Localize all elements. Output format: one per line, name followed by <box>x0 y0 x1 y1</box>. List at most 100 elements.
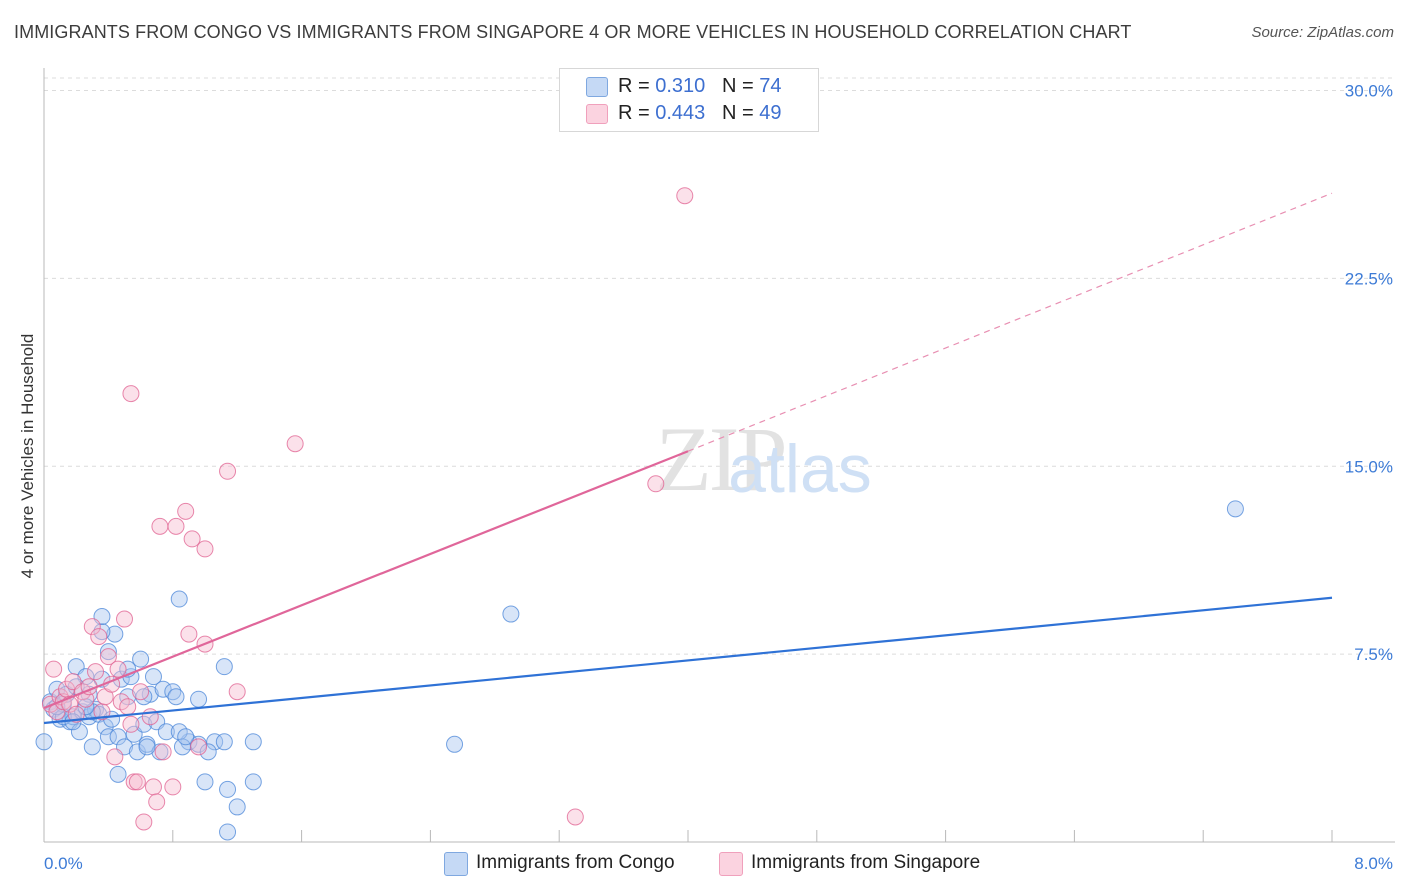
legend-label: Immigrants from Congo <box>476 852 675 873</box>
x-tick-label: 8.0% <box>1354 854 1393 873</box>
singapore-point <box>135 813 153 831</box>
congo-point <box>99 643 117 661</box>
singapore-point <box>128 773 146 791</box>
congo-point <box>157 723 175 741</box>
congo-point <box>144 668 162 686</box>
congo-point <box>132 650 150 668</box>
singapore-point <box>122 715 140 733</box>
singapore-point <box>45 660 63 678</box>
n-label: N = <box>721 75 754 97</box>
n-value: 49 <box>759 102 782 124</box>
trendlines <box>43 192 1333 725</box>
n-label: N = <box>721 102 754 124</box>
singapore-point <box>647 475 665 493</box>
congo-point <box>244 773 262 791</box>
singapore-point <box>83 618 101 636</box>
singapore-swatch <box>719 852 743 876</box>
congo-point <box>170 590 188 608</box>
singapore-point <box>676 187 694 205</box>
congo-point <box>215 658 233 676</box>
r-value: 0.443 <box>655 102 706 124</box>
congo-point <box>228 798 246 816</box>
singapore-point <box>67 705 85 723</box>
singapore-point <box>164 778 182 796</box>
congo-trendline <box>43 596 1333 725</box>
congo-point <box>167 688 185 706</box>
singapore-trendline <box>43 450 689 710</box>
congo-swatch <box>586 77 608 97</box>
singapore-point <box>122 385 140 403</box>
singapore-point <box>154 743 172 761</box>
congo-point <box>164 683 182 701</box>
axes <box>43 68 1395 843</box>
singapore-point <box>119 698 137 716</box>
congo-point <box>446 735 464 753</box>
y-tick-label: 7.5% <box>1354 645 1393 664</box>
congo-point <box>219 780 237 798</box>
congo-point <box>199 743 217 761</box>
congo-point <box>502 605 520 623</box>
congo-point <box>219 823 237 841</box>
singapore-point <box>190 738 208 756</box>
congo-point <box>154 680 172 698</box>
singapore-point <box>132 683 150 701</box>
data-points <box>35 187 1244 841</box>
congo-point <box>196 773 214 791</box>
congo-point <box>70 723 88 741</box>
singapore-point <box>116 610 133 628</box>
congo-point <box>93 623 111 641</box>
y-tick-label: 22.5% <box>1345 269 1393 288</box>
singapore-point <box>566 808 584 826</box>
singapore-point <box>196 540 214 558</box>
congo-point <box>244 733 262 751</box>
r-label: R = <box>618 75 650 97</box>
stats-text: R = 0.310 N = 74 <box>618 75 781 98</box>
singapore-swatch <box>586 104 608 124</box>
singapore-point <box>106 748 124 766</box>
congo-point <box>35 733 53 751</box>
series-legend: Immigrants from Congo Immigrants from Si… <box>0 851 1406 879</box>
singapore-point <box>228 683 246 701</box>
watermark-zip: ZIP <box>656 408 785 510</box>
singapore-point <box>87 663 105 681</box>
singapore-point <box>286 435 304 453</box>
congo-point <box>1226 500 1244 518</box>
singapore-point <box>219 462 237 480</box>
congo-point <box>190 690 208 708</box>
singapore-point <box>183 530 201 548</box>
singapore-point <box>151 517 169 535</box>
n-value: 74 <box>759 75 782 97</box>
congo-point <box>99 728 117 746</box>
legend-label: Immigrants from Singapore <box>751 852 981 873</box>
tick-labels: 7.5% 15.0% 22.5% 30.0% 0.0% 8.0% <box>44 82 1393 873</box>
r-label: R = <box>618 102 650 124</box>
congo-point <box>138 738 156 756</box>
congo-point <box>177 728 195 746</box>
singapore-point <box>177 502 195 520</box>
congo-point <box>215 733 233 751</box>
singapore-point <box>99 648 117 666</box>
singapore-point <box>144 778 162 796</box>
stats-legend: R = 0.310 N = 74 R = 0.443 N = 49 <box>559 68 819 132</box>
source-label: Source: ZipAtlas.com <box>1251 24 1394 41</box>
congo-point <box>83 738 101 756</box>
singapore-point <box>90 628 108 646</box>
singapore-point <box>148 793 166 811</box>
singapore-point <box>180 625 198 643</box>
r-value: 0.310 <box>655 75 706 97</box>
congo-point <box>206 733 224 751</box>
watermark-atlas: atlas <box>728 431 872 507</box>
y-tick-label: 15.0% <box>1345 457 1393 476</box>
congo-point <box>109 765 127 783</box>
singapore-point <box>109 660 127 678</box>
congo-swatch <box>444 852 468 876</box>
congo-point <box>135 688 153 706</box>
y-tick-label: 30.0% <box>1345 82 1393 101</box>
x-tick-label: 0.0% <box>44 854 83 873</box>
chart-title: IMMIGRANTS FROM CONGO VS IMMIGRANTS FROM… <box>14 22 1132 42</box>
singapore-point <box>167 517 185 535</box>
grid <box>44 77 1395 655</box>
singapore-trendline-extension <box>687 192 1333 452</box>
stats-text: R = 0.443 N = 49 <box>618 102 781 125</box>
